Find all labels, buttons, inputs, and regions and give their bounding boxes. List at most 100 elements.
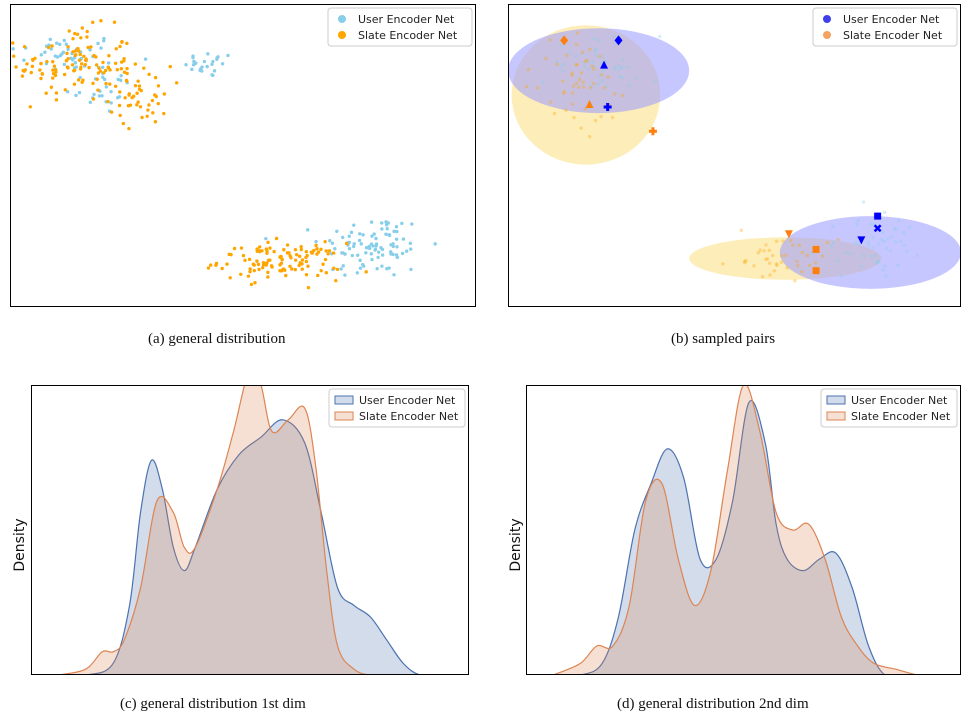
- scatter-point: [40, 72, 45, 76]
- scatter-point: [22, 44, 27, 49]
- scatter-point: [347, 240, 352, 245]
- scatter-point: [85, 29, 89, 34]
- scatter-point: [54, 91, 59, 95]
- sample-marker-plus: [648, 127, 657, 136]
- scatter-point: [191, 54, 195, 58]
- scatter-point: [575, 63, 579, 67]
- scatter-point: [589, 84, 594, 89]
- scatter-point: [721, 262, 725, 266]
- scatter-point: [115, 67, 120, 72]
- scatter-point: [610, 115, 615, 120]
- caption-b: (b) sampled pairs: [671, 331, 776, 347]
- sample-marker-triangle-down: [784, 230, 793, 239]
- scatter-point: [784, 253, 788, 258]
- scatter-point: [617, 64, 621, 68]
- scatter-point: [625, 65, 630, 69]
- scatter-point: [64, 59, 69, 63]
- scatter-point: [570, 102, 575, 106]
- scatter-point: [120, 40, 124, 44]
- scatter-point: [544, 56, 548, 61]
- scatter-point: [387, 266, 391, 270]
- scatter-chart-general-distribution: User Encoder Net Slate Encoder Net: [10, 4, 476, 307]
- scatter-point: [39, 53, 44, 57]
- scatter-point: [77, 90, 82, 95]
- scatter-point: [246, 274, 251, 278]
- scatter-point: [174, 81, 179, 85]
- scatter-point: [739, 228, 743, 233]
- scatter-point: [266, 258, 271, 262]
- scatter-point: [896, 263, 900, 268]
- scatter-point: [72, 82, 77, 86]
- sample-marker-triangle-up: [585, 99, 594, 108]
- scatter-point: [38, 68, 42, 72]
- scatter-point: [570, 71, 575, 75]
- caption-d: (d) general distribution 2nd dim: [617, 696, 809, 712]
- scatter-point: [404, 249, 409, 253]
- scatter-point: [293, 258, 298, 262]
- scatter-point: [112, 20, 117, 24]
- scatter-point: [409, 247, 413, 251]
- scatter-point: [908, 225, 912, 230]
- scatter-point: [125, 66, 129, 71]
- scatter-point: [324, 270, 329, 275]
- scatter-point: [369, 242, 374, 246]
- scatter-point: [104, 85, 109, 89]
- scatter-point: [568, 51, 573, 55]
- scatter-point: [581, 85, 586, 89]
- scatter-point: [540, 80, 544, 84]
- scatter-point: [892, 227, 897, 231]
- legend: User Encoder Net Slate Encoder Net: [820, 388, 958, 428]
- scatter-point: [184, 63, 188, 67]
- scatter-point: [205, 64, 209, 69]
- y-axis-label-c: Density: [12, 518, 28, 572]
- scatter-point: [524, 84, 529, 89]
- axes-frame: [31, 385, 469, 675]
- scatter-point: [103, 68, 108, 73]
- scatter-point: [278, 269, 282, 273]
- legend-marker: [338, 31, 346, 39]
- scatter-point: [109, 110, 114, 114]
- scatter-point: [565, 53, 569, 58]
- scatter-point: [257, 249, 262, 253]
- scatter-point: [328, 238, 332, 243]
- scatter-point: [285, 243, 290, 247]
- scatter-point: [280, 268, 285, 272]
- scatter-point: [876, 260, 880, 265]
- scatter-point: [592, 67, 596, 71]
- scatter-point: [153, 93, 157, 97]
- scatter-point: [293, 247, 298, 252]
- sample-marker-square: [874, 212, 882, 220]
- scatter-point: [88, 48, 92, 52]
- scatter-point: [774, 239, 779, 244]
- scatter-point: [627, 83, 631, 87]
- scatter-point: [361, 233, 365, 237]
- density-chart-1st-dim: User Encoder Net Slate Encoder Net: [31, 385, 469, 675]
- scatter-point: [63, 88, 67, 92]
- scatter-point: [252, 268, 256, 273]
- scatter-point: [101, 65, 105, 70]
- legend: User Encoder Net Slate Encoder Net: [327, 7, 473, 47]
- scatter-point: [408, 241, 413, 245]
- scatter-point: [793, 279, 797, 283]
- scatter-point: [384, 232, 388, 236]
- scatter-point: [579, 71, 584, 75]
- scatter-point: [598, 54, 602, 59]
- scatter-point: [80, 80, 84, 84]
- scatter-point: [121, 121, 126, 126]
- scatter-point: [248, 269, 252, 274]
- scatter-point: [789, 238, 793, 243]
- scatter-point: [225, 262, 229, 266]
- scatter-point: [162, 92, 167, 96]
- scatter-point: [829, 244, 833, 248]
- legend-label: User Encoder Net: [358, 13, 455, 26]
- scatter-point: [252, 263, 256, 267]
- scatter-point: [51, 68, 55, 72]
- scatter-point: [119, 78, 123, 83]
- scatter-point: [874, 253, 878, 257]
- scatter-point: [11, 47, 15, 51]
- scatter-point: [882, 239, 886, 244]
- scatter-point: [805, 253, 809, 258]
- scatter-point: [115, 96, 120, 100]
- scatter-point: [243, 258, 247, 262]
- scatter-point: [820, 254, 825, 258]
